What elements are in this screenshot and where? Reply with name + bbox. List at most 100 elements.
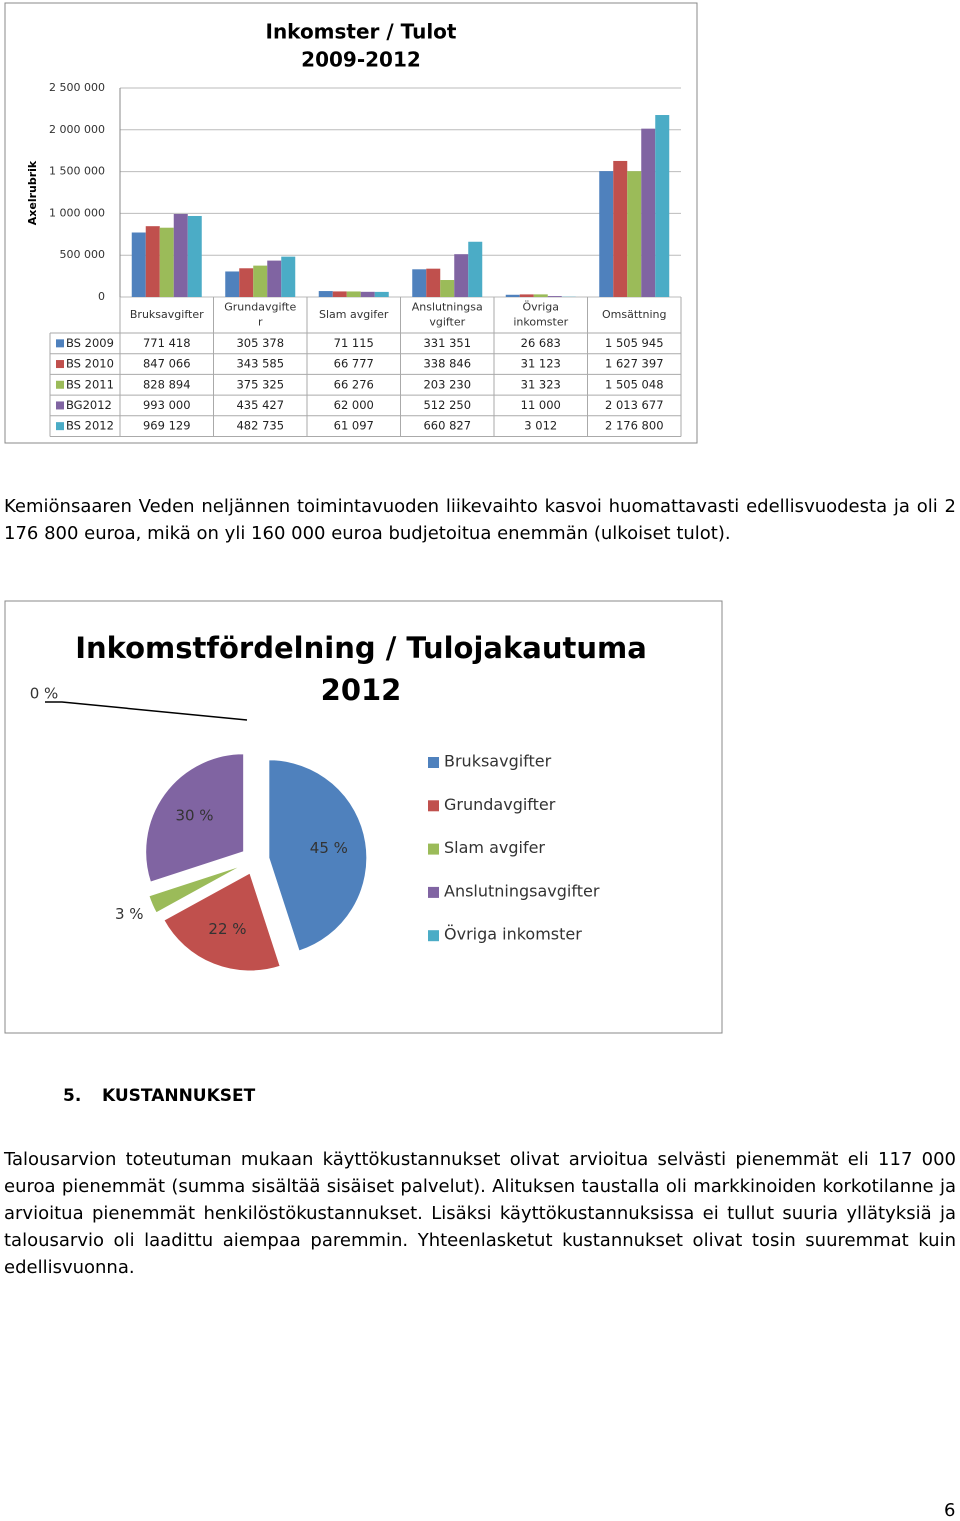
y-tick-label: 1 000 000 <box>49 206 105 219</box>
x-tick-label: Slam avgifer <box>319 308 389 321</box>
x-tick-label: Anslutningsa vgifter <box>412 301 483 329</box>
table-value: 343 585 <box>236 357 284 371</box>
bar <box>468 241 483 297</box>
chart-title: Inkomster / Tulot <box>266 20 457 44</box>
legend-label: Anslutningsavgifter <box>444 881 600 900</box>
legend-label: BS 2011 <box>66 377 114 391</box>
y-tick-label: 2 000 000 <box>49 123 105 136</box>
table-value: 435 427 <box>236 398 284 412</box>
bar <box>145 226 160 297</box>
legend-swatch <box>428 930 439 942</box>
data-label: 3 % <box>115 905 144 923</box>
data-label: 45 % <box>310 839 348 857</box>
pie-slice <box>145 753 245 883</box>
bar <box>454 254 469 297</box>
bar <box>346 291 361 297</box>
bar <box>599 171 614 297</box>
bar <box>187 215 202 297</box>
table-value: 331 351 <box>423 336 471 350</box>
bar <box>613 160 628 297</box>
table-value: 993 000 <box>143 398 191 412</box>
legend-label: BS 2010 <box>66 357 114 371</box>
bar <box>655 115 670 297</box>
table-value: 1 505 048 <box>605 377 664 391</box>
y-tick-label: 1 500 000 <box>49 165 105 178</box>
bar <box>412 269 427 297</box>
x-tick-label: Övriga inkomster <box>513 301 568 329</box>
paragraph: Talousarvion toteutuman mukaan käyttökus… <box>4 1149 956 1278</box>
bar <box>519 294 534 297</box>
legend-label: Slam avgifer <box>444 838 545 857</box>
legend-swatch <box>428 757 439 768</box>
pie-slice <box>163 872 281 972</box>
bar <box>253 265 268 297</box>
section-number: 5. <box>63 1086 82 1106</box>
table-value: 375 325 <box>236 377 284 391</box>
y-tick-label: 2 500 000 <box>49 81 105 94</box>
table-value: 338 846 <box>423 357 471 371</box>
table-value: 771 418 <box>143 336 191 350</box>
legend-swatch <box>56 380 64 389</box>
chart-subtitle: 2009-2012 <box>301 48 421 72</box>
data-label: 0 % <box>30 685 59 703</box>
legend-label: Bruksavgifter <box>444 752 552 771</box>
chart-subtitle: 2012 <box>321 673 402 707</box>
table-value: 1 627 397 <box>605 357 664 371</box>
table-value: 3 012 <box>524 419 557 433</box>
bar <box>281 256 296 297</box>
table-value: 66 276 <box>334 377 374 391</box>
table-value: 2 013 677 <box>605 398 664 412</box>
data-label: 30 % <box>175 807 213 825</box>
table-value: 847 066 <box>143 357 191 371</box>
x-tick-label: Omsättning <box>602 308 666 321</box>
bar <box>332 291 347 297</box>
table-value: 2 176 800 <box>605 419 664 433</box>
legend-swatch <box>56 401 64 410</box>
table-value: 512 250 <box>423 398 471 412</box>
table-value: 31 323 <box>521 377 561 391</box>
chart-frame <box>4 600 723 1034</box>
bar <box>641 128 656 297</box>
table-value: 61 097 <box>334 419 374 433</box>
leader-line <box>45 701 248 721</box>
legend-swatch <box>56 360 64 369</box>
legend-label: Grundavgifter <box>444 795 556 814</box>
bar <box>627 171 642 297</box>
bar <box>239 268 254 297</box>
pie-slice <box>268 759 368 952</box>
x-tick-label: Bruksavgifter <box>130 308 204 321</box>
bar <box>173 213 188 297</box>
table-value: 66 777 <box>334 357 374 371</box>
table-value: 26 683 <box>521 336 561 350</box>
x-tick-label: Grundavgifte r <box>224 301 296 329</box>
bar <box>374 291 389 297</box>
bar <box>533 294 548 297</box>
bar <box>159 227 174 297</box>
bar <box>267 260 282 297</box>
legend-label: BS 2012 <box>66 419 114 433</box>
chart-title: Inkomstfördelning / Tulojakautuma <box>75 631 647 665</box>
pie-slice <box>148 865 243 914</box>
table-value: 660 827 <box>423 419 471 433</box>
table-value: 31 123 <box>521 357 561 371</box>
table-value: 828 894 <box>143 377 191 391</box>
bar <box>225 271 240 297</box>
table-value: 71 115 <box>334 336 374 350</box>
bar <box>131 232 146 297</box>
legend-label: BG2012 <box>66 398 112 412</box>
legend-swatch <box>428 886 439 898</box>
table-value: 11 000 <box>521 398 561 412</box>
bar <box>505 294 520 297</box>
table-value: 482 735 <box>236 419 284 433</box>
legend-swatch <box>428 800 439 812</box>
y-axis-label: Axelrubrik <box>26 160 39 225</box>
table-value: 62 000 <box>334 398 374 412</box>
bar <box>547 296 562 297</box>
bar <box>440 280 455 297</box>
table-value: 1 505 945 <box>605 336 664 350</box>
legend-swatch <box>56 339 64 348</box>
legend-swatch <box>56 422 64 431</box>
bar <box>360 291 375 297</box>
